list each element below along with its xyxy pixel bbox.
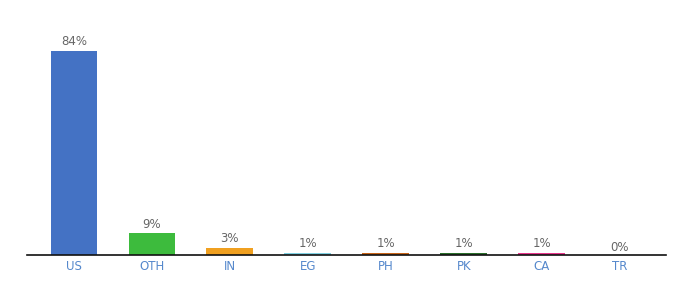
Bar: [207, 248, 253, 255]
Text: 0%: 0%: [611, 241, 629, 254]
Text: 1%: 1%: [454, 237, 473, 250]
Bar: [362, 253, 409, 255]
Bar: [50, 51, 97, 255]
Text: 9%: 9%: [143, 218, 161, 231]
Text: 3%: 3%: [220, 232, 239, 245]
Text: 1%: 1%: [532, 237, 551, 250]
Bar: [284, 253, 331, 255]
Bar: [518, 253, 565, 255]
Text: 1%: 1%: [377, 237, 395, 250]
Bar: [441, 253, 487, 255]
Bar: [129, 233, 175, 255]
Text: 84%: 84%: [61, 35, 87, 48]
Text: 1%: 1%: [299, 237, 317, 250]
